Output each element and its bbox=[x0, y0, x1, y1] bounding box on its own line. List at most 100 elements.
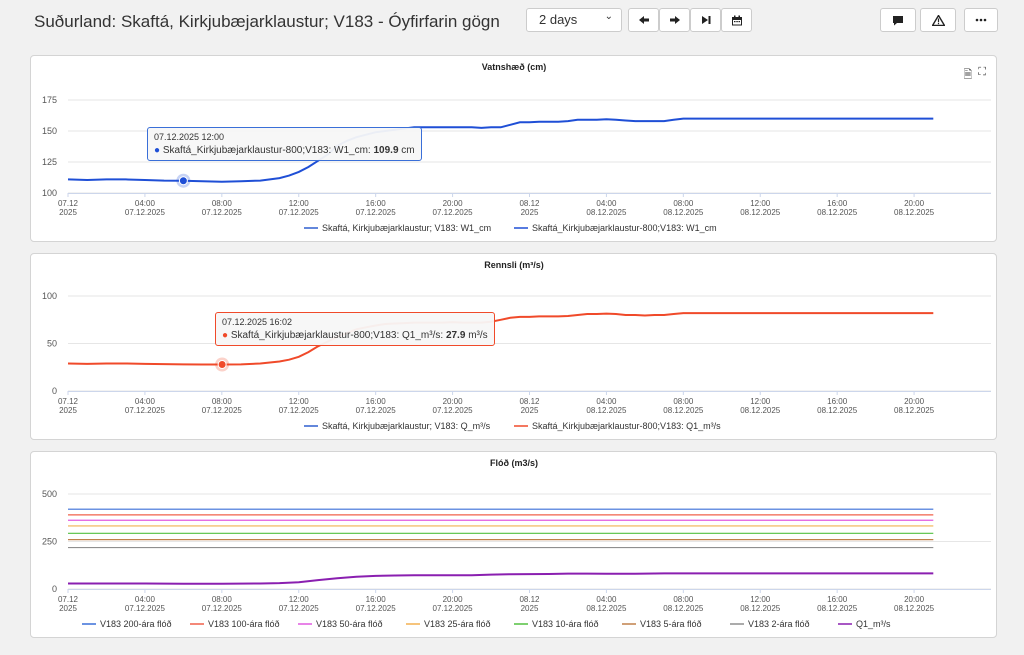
x-tick-sublabel: 08.12.2025 bbox=[817, 604, 858, 613]
x-tick-sublabel: 07.12.2025 bbox=[125, 208, 166, 217]
x-tick-label: 12:00 bbox=[289, 199, 310, 208]
y-tick-label: 250 bbox=[42, 537, 57, 547]
legend-item: V183 25-ára flóð bbox=[424, 619, 491, 629]
warning-button[interactable] bbox=[920, 8, 956, 32]
y-tick-label: 50 bbox=[47, 339, 57, 349]
x-tick-sublabel: 07.12.2025 bbox=[202, 406, 243, 415]
legend-item: V183 50-ára flóð bbox=[316, 619, 383, 629]
chart-title: Rennsli (m³/s) bbox=[484, 260, 544, 270]
water-level-chart-panel: Vatnshæð (cm) 100 125 150 175 07.12 2025 04:00 0… bbox=[30, 55, 997, 242]
x-tick-sublabel: 2025 bbox=[521, 208, 539, 217]
x-tick-sublabel: 07.12.2025 bbox=[279, 208, 320, 217]
comment-button[interactable] bbox=[880, 8, 916, 32]
x-tick-label: 12:00 bbox=[289, 397, 310, 406]
next-button[interactable] bbox=[659, 8, 690, 32]
x-tick-label: 08:00 bbox=[673, 199, 694, 208]
x-tick-label: 20:00 bbox=[443, 199, 464, 208]
comment-icon bbox=[893, 15, 903, 25]
hover-point bbox=[178, 176, 188, 186]
legend-item: Skaftá_Kirkjubæjarklaustur-800;V183: W1_… bbox=[532, 223, 717, 233]
x-tick-label: 04:00 bbox=[135, 595, 156, 604]
chart-title: Vatnshæð (cm) bbox=[482, 62, 547, 72]
warning-icon bbox=[931, 14, 945, 26]
y-tick-label: 125 bbox=[42, 157, 57, 167]
x-tick-sublabel: 07.12.2025 bbox=[356, 208, 397, 217]
y-tick-label: 100 bbox=[42, 291, 57, 301]
x-tick-label: 07.12 bbox=[58, 397, 79, 406]
x-tick-label: 04:00 bbox=[596, 397, 617, 406]
x-tick-sublabel: 08.12.2025 bbox=[663, 604, 704, 613]
x-tick-sublabel: 07.12.2025 bbox=[125, 604, 166, 613]
chevron-down-icon: ⌄ bbox=[604, 11, 613, 22]
y-tick-label: 500 bbox=[42, 489, 57, 499]
discharge-chart-panel: Rennsli (m³/s) 0 50 100 07.12 2025 04:00 07.12.… bbox=[30, 253, 997, 440]
x-tick-label: 16:00 bbox=[827, 595, 848, 604]
legend-item: Skaftá_Kirkjubæjarklaustur-800;V183: Q1_… bbox=[532, 421, 721, 431]
x-tick-label: 16:00 bbox=[827, 199, 848, 208]
x-tick-sublabel: 08.12.2025 bbox=[894, 604, 935, 613]
x-tick-sublabel: 08.12.2025 bbox=[663, 406, 704, 415]
tooltip-value: 109.9 bbox=[373, 145, 399, 156]
discharge-chart: Rennsli (m³/s)05010007.12202504:0007.12.… bbox=[42, 260, 991, 431]
y-tick-label: 175 bbox=[42, 95, 57, 105]
series-line bbox=[68, 572, 934, 585]
tooltip-value: 27.9 bbox=[445, 330, 466, 341]
top-bar: Suðurland: Skaftá, Kirkjubæjarklaustur; … bbox=[0, 0, 1024, 46]
legend-item: Skaftá, Kirkjubæjarklaustur; V183: Q_m³/… bbox=[322, 421, 491, 431]
x-tick-label: 16:00 bbox=[366, 397, 387, 406]
x-tick-sublabel: 08.12.2025 bbox=[817, 208, 858, 217]
arrow-left-icon bbox=[638, 16, 649, 24]
y-tick-label: 150 bbox=[42, 126, 57, 136]
x-tick-label: 04:00 bbox=[596, 595, 617, 604]
range-select[interactable]: 2 days ⌄ bbox=[526, 8, 622, 32]
x-tick-sublabel: 08.12.2025 bbox=[740, 604, 781, 613]
x-tick-label: 04:00 bbox=[135, 397, 156, 406]
x-tick-label: 20:00 bbox=[443, 397, 464, 406]
x-tick-label: 08:00 bbox=[673, 397, 694, 406]
tooltip-series: Skaftá_Kirkjubæjarklaustur-800;V183: W1_… bbox=[162, 145, 371, 156]
x-tick-label: 12:00 bbox=[750, 595, 771, 604]
x-tick-label: 04:00 bbox=[135, 199, 156, 208]
x-tick-label: 12:00 bbox=[289, 595, 310, 604]
tooltip-series: Skaftá_Kirkjubæjarklaustur-800;V183: Q1_… bbox=[230, 330, 444, 341]
legend-item: Skaftá, Kirkjubæjarklaustur; V183: W1_cm bbox=[322, 223, 491, 233]
page-title: Suðurland: Skaftá, Kirkjubæjarklaustur; … bbox=[34, 12, 500, 31]
more-button[interactable] bbox=[964, 8, 998, 32]
x-tick-label: 08:00 bbox=[212, 595, 233, 604]
chart-tooltip: 07.12.2025 16:02 ● Skaftá_Kirkjubæjarkla… bbox=[215, 312, 495, 346]
previous-button[interactable] bbox=[628, 8, 659, 32]
x-tick-label: 08:00 bbox=[212, 397, 233, 406]
tooltip-time: 07.12.2025 12:00 bbox=[154, 132, 225, 142]
water-level-chart: Vatnshæð (cm)10012515017507.12202504:000… bbox=[42, 62, 991, 233]
x-tick-sublabel: 07.12.2025 bbox=[279, 406, 320, 415]
x-tick-sublabel: 08.12.2025 bbox=[894, 208, 935, 217]
x-tick-label: 20:00 bbox=[904, 199, 925, 208]
x-tick-label: 08:00 bbox=[673, 595, 694, 604]
chart-title: Flóð (m3/s) bbox=[490, 458, 538, 468]
x-tick-sublabel: 2025 bbox=[59, 208, 77, 217]
x-tick-sublabel: 08.12.2025 bbox=[894, 406, 935, 415]
skip-to-end-button[interactable] bbox=[690, 8, 721, 32]
x-tick-sublabel: 08.12.2025 bbox=[740, 208, 781, 217]
skip-to-end-icon bbox=[701, 16, 710, 24]
x-tick-sublabel: 2025 bbox=[59, 604, 77, 613]
x-tick-sublabel: 07.12.2025 bbox=[356, 604, 397, 613]
x-tick-sublabel: 07.12.2025 bbox=[202, 208, 243, 217]
x-tick-sublabel: 08.12.2025 bbox=[586, 208, 627, 217]
fullscreen-icon[interactable]: ⛶ bbox=[978, 66, 986, 78]
hover-point bbox=[217, 359, 227, 369]
x-tick-sublabel: 2025 bbox=[521, 406, 539, 415]
tooltip-unit: cm bbox=[401, 145, 415, 156]
export-icon[interactable]: 🗎 bbox=[963, 69, 973, 81]
series-dot-icon: ● bbox=[222, 330, 229, 341]
y-tick-label: 0 bbox=[52, 386, 57, 396]
legend-item: V183 10-ára flóð bbox=[532, 619, 599, 629]
x-tick-label: 20:00 bbox=[904, 595, 925, 604]
x-tick-sublabel: 08.12.2025 bbox=[740, 406, 781, 415]
x-tick-label: 08:00 bbox=[212, 199, 233, 208]
x-tick-label: 16:00 bbox=[366, 595, 387, 604]
calendar-button[interactable] bbox=[721, 8, 752, 32]
x-tick-sublabel: 07.12.2025 bbox=[279, 604, 320, 613]
x-tick-label: 08.12 bbox=[519, 595, 540, 604]
x-tick-sublabel: 07.12.2025 bbox=[125, 406, 166, 415]
